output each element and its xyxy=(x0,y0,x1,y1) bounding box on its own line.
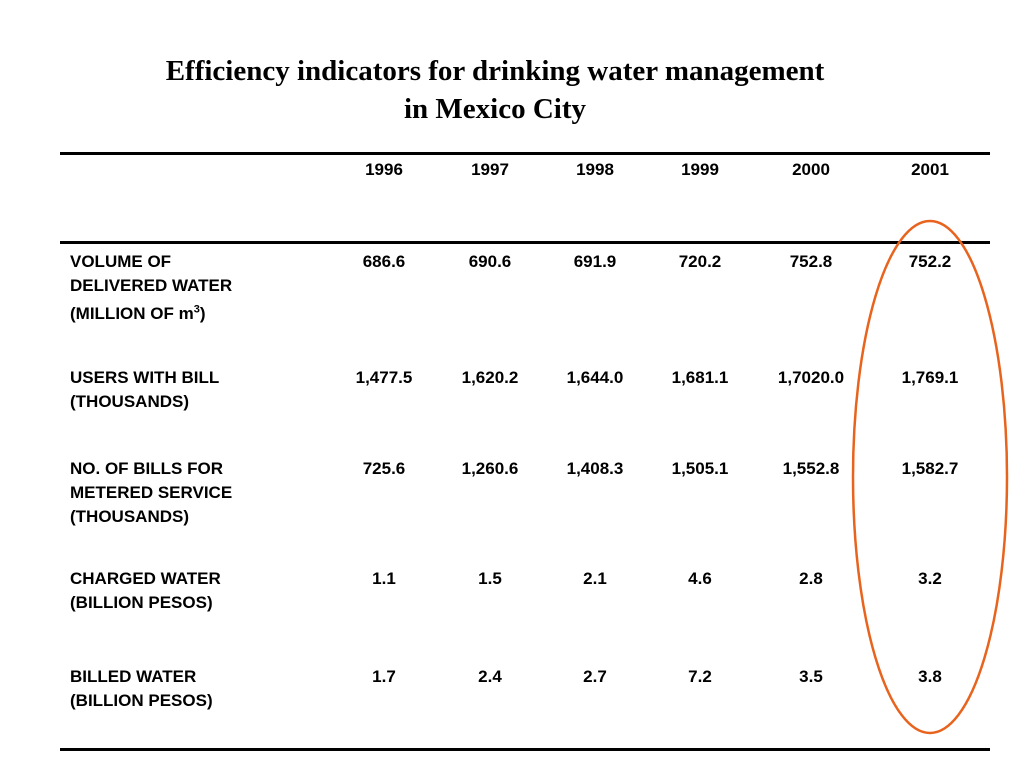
row-label-line: (THOUSANDS) xyxy=(70,507,189,526)
unit-superscript: 3 xyxy=(193,303,200,316)
title-line-1: Efficiency indicators for drinking water… xyxy=(165,55,825,87)
unit-close: ) xyxy=(199,304,206,323)
year-header: 1996 xyxy=(365,160,403,179)
table-cell: 1,620.2 xyxy=(461,368,519,387)
table-cell: 1,552.8 xyxy=(782,459,840,478)
title-line-2: in Mexico City xyxy=(403,93,586,125)
table-cell: 690.6 xyxy=(468,252,512,271)
table-cell: 7.2 xyxy=(688,667,712,686)
table-cell: 1,260.6 xyxy=(461,459,519,478)
table-cell: 1.7 xyxy=(372,667,396,686)
slide-title: Efficiency indicators for drinking water… xyxy=(0,52,990,128)
row-label-bills: NO. OF BILLS FOR METERED SERVICE (THOUSA… xyxy=(70,457,232,529)
table-cell: 2.8 xyxy=(799,569,823,588)
row-label-line: METERED SERVICE xyxy=(70,483,233,502)
table-cell: 1,505.1 xyxy=(671,459,729,478)
table-cell: 1,644.0 xyxy=(566,368,624,387)
row-label-line: DELIVERED WATER xyxy=(70,276,233,295)
row-label-line: (BILLION PESOS) xyxy=(70,593,213,612)
table-header-rule xyxy=(60,241,990,244)
unit-text: (MILLION OF m xyxy=(70,304,194,323)
table-cell: 3.5 xyxy=(799,667,823,686)
table-cell: 1.5 xyxy=(478,569,502,588)
table-cell: 1,7020.0 xyxy=(777,368,845,387)
table-top-rule xyxy=(60,152,990,155)
table-cell: 3.8 xyxy=(918,667,942,686)
table-cell: 1,408.3 xyxy=(566,459,624,478)
row-label-charged: CHARGED WATER (BILLION PESOS) xyxy=(70,567,221,615)
highlight-ellipse-shape xyxy=(851,219,1009,735)
table-cell: 4.6 xyxy=(688,569,712,588)
year-header: 1999 xyxy=(681,160,719,179)
table-cell: 1,477.5 xyxy=(355,368,413,387)
table-cell: 1,681.1 xyxy=(671,368,729,387)
table-cell: 720.2 xyxy=(678,252,722,271)
table-cell: 1,769.1 xyxy=(901,368,959,387)
row-label-line: BILLED WATER xyxy=(70,667,197,686)
table-cell: 725.6 xyxy=(362,459,406,478)
table-cell: 2.7 xyxy=(583,667,607,686)
table-cell: 2.4 xyxy=(478,667,502,686)
table-cell: 2.1 xyxy=(583,569,607,588)
row-label-line: (BILLION PESOS) xyxy=(70,691,213,710)
table-cell: 686.6 xyxy=(362,252,406,271)
table-cell: 1.1 xyxy=(372,569,396,588)
table-cell: 752.8 xyxy=(789,252,833,271)
row-label-volume: VOLUME OF DELIVERED WATER (MILLION OF m3… xyxy=(70,250,232,326)
table-cell: 1,582.7 xyxy=(901,459,959,478)
row-label-line: CHARGED WATER xyxy=(70,569,221,588)
row-unit: (MILLION OF m3) xyxy=(70,302,232,326)
year-header: 2001 xyxy=(911,160,949,179)
year-header: 2000 xyxy=(792,160,830,179)
row-label-line: USERS WITH BILL xyxy=(70,368,220,387)
table-cell: 752.2 xyxy=(908,252,952,271)
table-cell: 3.2 xyxy=(918,569,942,588)
row-label-line: (THOUSANDS) xyxy=(70,392,189,411)
row-label-users: USERS WITH BILL (THOUSANDS) xyxy=(70,366,219,414)
table-cell: 691.9 xyxy=(573,252,617,271)
year-header: 1998 xyxy=(576,160,614,179)
row-label-billed: BILLED WATER (BILLION PESOS) xyxy=(70,665,213,713)
year-header: 1997 xyxy=(471,160,509,179)
table-bottom-rule xyxy=(60,748,990,751)
row-label-line: VOLUME OF xyxy=(70,252,172,271)
row-label-line: NO. OF BILLS FOR xyxy=(70,459,223,478)
